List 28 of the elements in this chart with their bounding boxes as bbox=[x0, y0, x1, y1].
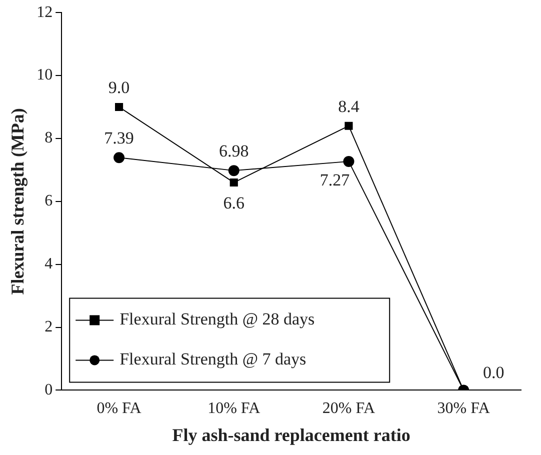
legend-label: Flexural Strength @ 28 days bbox=[120, 310, 315, 329]
y-tick-label: 12 bbox=[36, 4, 53, 21]
y-tick-label: 2 bbox=[44, 318, 53, 336]
data-label: 9.0 bbox=[108, 78, 130, 97]
y-axis-title: Flexural strength (MPa) bbox=[7, 108, 28, 295]
x-tick-label: 0% FA bbox=[96, 400, 142, 418]
x-tick-label: 30% FA bbox=[437, 400, 490, 418]
data-label: 6.6 bbox=[223, 194, 244, 213]
data-label: 0.0 bbox=[482, 363, 504, 382]
y-tick-label: 4 bbox=[44, 256, 53, 273]
y-tick-label: 0 bbox=[44, 381, 53, 398]
x-tick-label: 20% FA bbox=[322, 400, 376, 418]
legend-label: Flexural Strength @ 7 days bbox=[120, 350, 306, 369]
point bbox=[114, 152, 125, 164]
point bbox=[344, 122, 353, 130]
y-tick-label: 10 bbox=[36, 66, 53, 84]
point bbox=[230, 178, 238, 187]
data-label: 7.39 bbox=[104, 128, 134, 148]
data-label: 6.98 bbox=[219, 142, 249, 161]
y-tick-label: 8 bbox=[44, 130, 53, 147]
point bbox=[114, 102, 124, 112]
x-axis-title: Fly ash-sand replacement ratio bbox=[172, 424, 410, 445]
point bbox=[228, 165, 240, 176]
x-tick-label: 10% FA bbox=[208, 400, 261, 418]
y-tick-label: 6 bbox=[44, 192, 53, 210]
point bbox=[343, 156, 354, 167]
data-label: 8.4 bbox=[338, 96, 360, 116]
data-label: 7.27 bbox=[320, 170, 350, 190]
